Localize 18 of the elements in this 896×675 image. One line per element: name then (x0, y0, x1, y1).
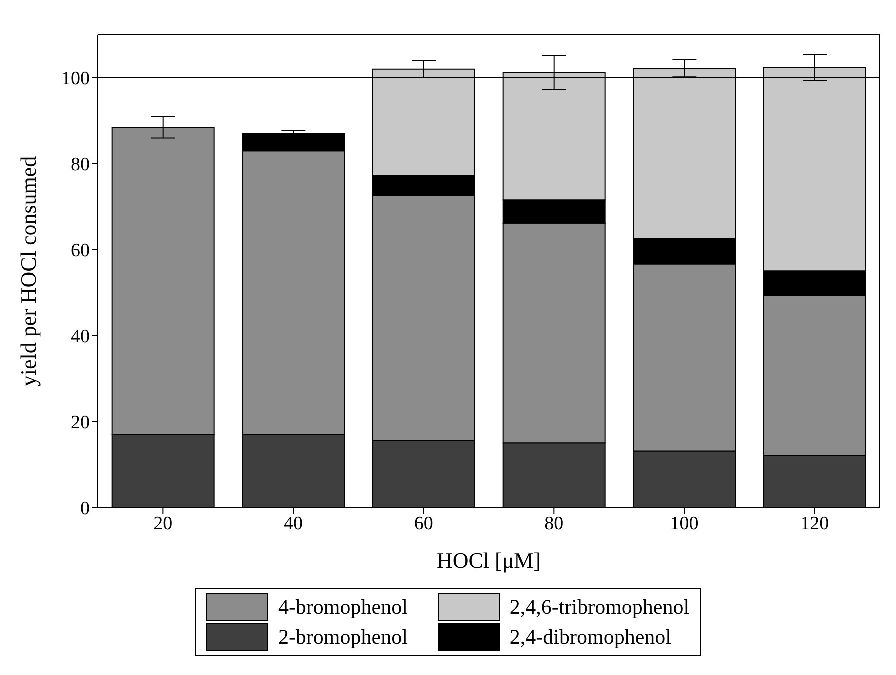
legend-label: 2,4-dibromophenol (510, 624, 672, 650)
x-axis-title: HOCl [μM] (436, 548, 542, 573)
y-tick-label: 100 (62, 68, 90, 90)
x-tick-label: 80 (544, 513, 564, 534)
x-tick-label: 20 (154, 513, 173, 534)
y-tick-label: 80 (71, 154, 90, 176)
y-tick-label: 0 (80, 498, 90, 520)
legend-label: 4-bromophenol (278, 594, 408, 620)
y-tick-label: 20 (71, 412, 90, 434)
x-tick-label: 60 (414, 513, 434, 534)
legend-label: 2-bromophenol (278, 624, 408, 650)
y-tick-label: 40 (71, 326, 90, 348)
y-axis-title: yield per HOCl consumed (16, 156, 41, 387)
y-tick-label: 60 (71, 240, 90, 262)
x-tick-label: 40 (284, 513, 303, 534)
x-tick-label: 100 (670, 513, 699, 534)
x-tick-label: 120 (800, 513, 830, 534)
legend-label: 2,4,6-tribromophenol (510, 594, 690, 620)
